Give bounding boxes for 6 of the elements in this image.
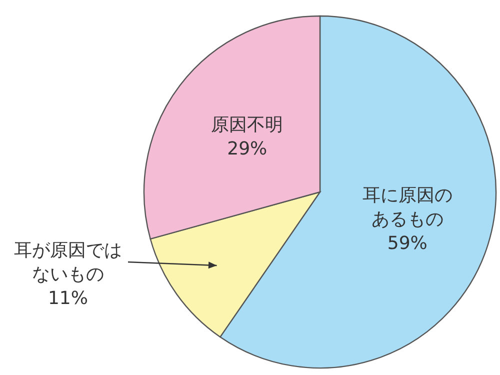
slice-label: 原因不明	[211, 114, 284, 136]
slice-label: 耳に原因のあるもの	[362, 184, 452, 230]
data-label: 11%	[48, 288, 88, 308]
data-label: 29%	[227, 138, 268, 160]
slice-label: 耳が原因ではないもの	[14, 240, 122, 284]
data-label: 59%	[387, 232, 428, 254]
